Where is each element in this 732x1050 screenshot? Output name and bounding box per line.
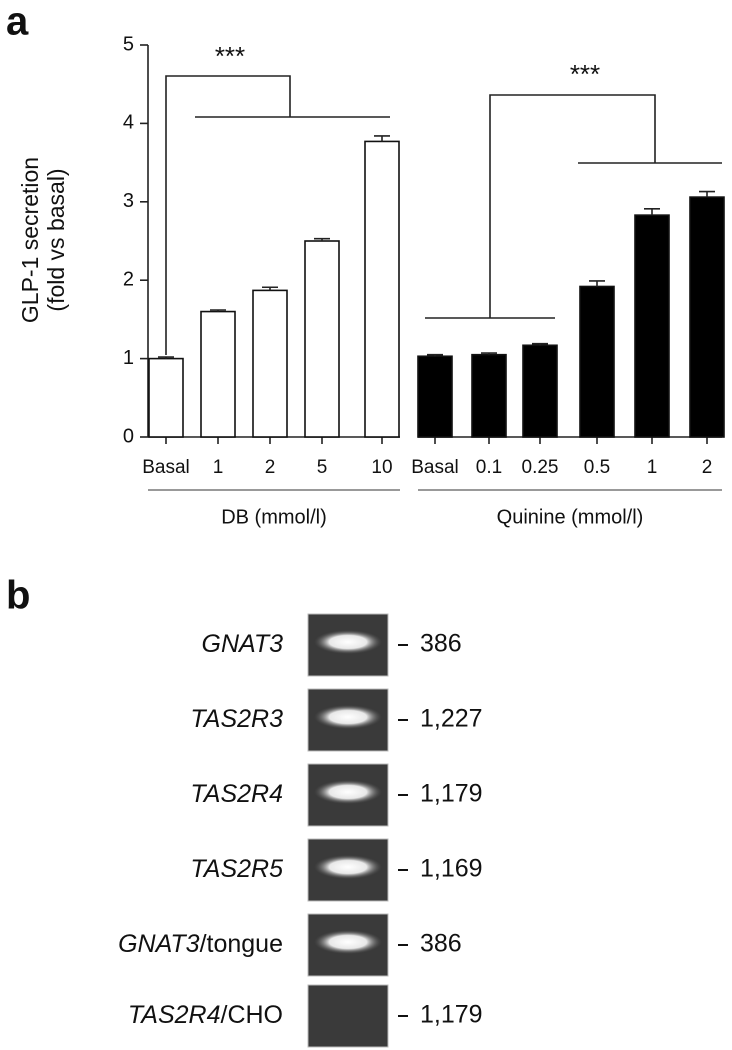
gel-band — [314, 780, 382, 804]
significance: *** — [570, 59, 600, 89]
bracket — [425, 94, 722, 319]
x-tick-label: Basal — [142, 457, 190, 478]
significance: *** — [215, 41, 245, 71]
error-bar — [481, 352, 497, 355]
size-label: 1,179 — [420, 780, 483, 808]
bar — [148, 357, 184, 438]
error-bar — [158, 356, 174, 359]
gene-name: GNAT3 — [202, 630, 284, 658]
error-bar — [262, 286, 278, 291]
panel-letter: b — [6, 574, 30, 618]
y-tick-label: 4 — [123, 112, 134, 134]
error-bar — [699, 190, 715, 198]
x-tick-label: 10 — [371, 457, 392, 478]
gene-suffix: /tongue — [200, 930, 283, 958]
gene-name: GNAT3 — [118, 930, 200, 958]
error-bar — [210, 309, 226, 312]
y-tick-label: 3 — [123, 190, 134, 212]
gel-band — [314, 705, 382, 729]
group-label: Quinine (mmol/l) — [497, 506, 644, 528]
x-tick-label: 0.1 — [476, 457, 502, 478]
error-bar — [374, 135, 390, 142]
error-bar — [644, 208, 660, 216]
significance-brackets: *** *** — [165, 41, 722, 355]
gene-name: TAS2R5 — [190, 855, 283, 883]
gene-suffix: /CHO — [221, 1001, 284, 1029]
size-label: 1,227 — [420, 705, 483, 733]
x-tick-label: Basal — [411, 457, 459, 478]
y-tick-label: 5 — [123, 33, 134, 55]
bar — [364, 140, 400, 438]
gene-name: TAS2R4 — [190, 780, 283, 808]
error-bar — [589, 280, 605, 287]
bar — [522, 344, 558, 438]
x-tick-label: 5 — [317, 457, 328, 478]
gel-lane — [307, 984, 389, 1048]
bar — [689, 196, 725, 438]
gene-label: TAS2R4 — [190, 780, 283, 808]
gene-name: TAS2R3 — [190, 705, 283, 733]
panel-letter: a — [6, 0, 29, 44]
x-tick-label: 1 — [213, 457, 224, 478]
bar — [304, 240, 340, 438]
gene-label: GNAT3/tongue — [118, 930, 283, 958]
gene-label: TAS2R4/CHO — [128, 1001, 283, 1029]
y-tick-label: 2 — [123, 268, 134, 290]
gel-band — [314, 630, 382, 654]
bar — [471, 353, 507, 438]
x-tick-label: 0.25 — [522, 457, 559, 478]
x-tick-label: 2 — [702, 457, 713, 478]
size-label: 386 — [420, 630, 462, 658]
group-label: DB (mmol/l) — [221, 506, 327, 528]
size-label: 1,169 — [420, 855, 483, 883]
bar — [417, 355, 453, 438]
gene-label: TAS2R5 — [190, 855, 283, 883]
bar — [200, 310, 236, 438]
error-bar — [314, 237, 330, 241]
x-tick-label: 2 — [265, 457, 276, 478]
bar — [634, 214, 670, 438]
gel-band — [314, 930, 382, 954]
y-tick-label: 1 — [123, 347, 134, 369]
y-axis-label: GLP-1 secretion — [17, 157, 43, 323]
x-tick-label: 0.5 — [584, 457, 610, 478]
gene-name: TAS2R4 — [128, 1001, 221, 1029]
bar — [579, 285, 615, 438]
x-tick-label: 1 — [647, 457, 658, 478]
size-label: 386 — [420, 930, 462, 958]
error-bar — [427, 353, 443, 357]
gene-label: GNAT3 — [202, 630, 284, 658]
bar — [252, 289, 288, 438]
y-axis-label: (fold vs basal) — [43, 168, 69, 311]
y-tick-label: 0 — [123, 425, 134, 447]
size-label: 1,179 — [420, 1001, 483, 1029]
error-bar — [532, 342, 548, 346]
gel-band — [314, 855, 382, 879]
bracket — [165, 75, 390, 355]
gene-label: TAS2R3 — [190, 705, 283, 733]
